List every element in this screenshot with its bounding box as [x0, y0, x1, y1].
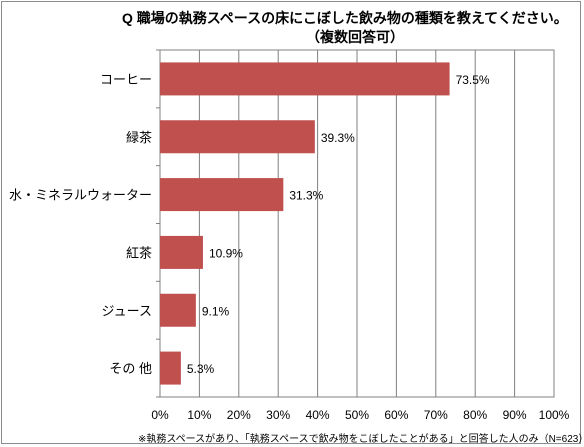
x-tick-label: 20%: [227, 408, 251, 422]
x-tick-label: 80%: [463, 408, 487, 422]
bar: [160, 235, 203, 269]
value-label: 39.3%: [321, 131, 355, 145]
x-tick-label: 40%: [306, 408, 330, 422]
bar: [160, 62, 450, 96]
value-label: 31.3%: [289, 189, 323, 203]
category-label: コーヒー: [100, 72, 152, 87]
bar: [160, 351, 181, 385]
category-label: 紅茶: [126, 245, 152, 260]
x-tick-label: 70%: [424, 408, 448, 422]
value-label: 73.5%: [456, 73, 490, 87]
x-tick-label: 30%: [266, 408, 290, 422]
bar: [160, 120, 315, 154]
value-label: 9.1%: [202, 304, 230, 318]
chart-subtitle: （複数回答可）: [306, 29, 404, 45]
bar: [160, 178, 284, 212]
category-label: ジュース: [102, 303, 152, 318]
x-tick-label: 50%: [345, 408, 369, 422]
x-tick-label: 100%: [539, 408, 570, 422]
value-label: 10.9%: [209, 246, 243, 260]
category-label: 緑茶: [126, 130, 152, 145]
value-label: 5.3%: [187, 362, 215, 376]
category-label: 水・ミネラルウォーター: [9, 188, 152, 203]
x-tick-label: 90%: [503, 408, 527, 422]
bar: [160, 293, 196, 327]
x-tick-label: 60%: [384, 408, 408, 422]
x-tick-label: 10%: [187, 408, 211, 422]
x-tick-label: 0%: [151, 408, 169, 422]
chart-title: Q 職場の執務スペースの床にこぼした飲み物の種類を教えてください。: [122, 10, 568, 26]
chart-footnote: ※執務スペースがあり、「執務スペースで飲み物をこぼしたことがある」と回答した人の…: [138, 434, 584, 445]
category-label: その 他: [109, 361, 152, 376]
